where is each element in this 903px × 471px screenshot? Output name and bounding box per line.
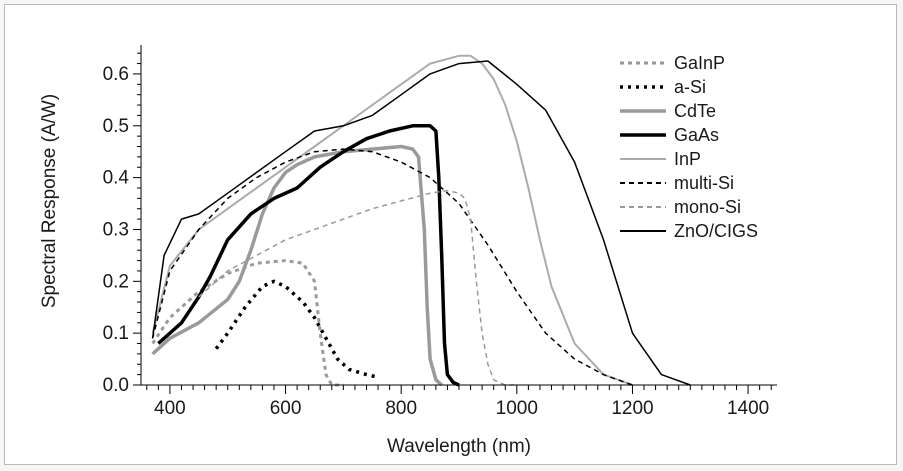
y-tick-label: 0.3 [103, 219, 129, 240]
legend-label: mono-Si [674, 197, 741, 217]
x-axis-title: Wavelength (nm) [387, 436, 531, 457]
legend-label: InP [674, 149, 701, 169]
x-tick-label: 1000 [496, 398, 538, 419]
spectral-response-chart: 0.0 0.1 0.2 0.3 0.4 0.5 0.6 400 600 800 1000 1200 14… [39, 45, 777, 457]
legend-label: CdTe [674, 101, 716, 121]
axes: 0.0 0.1 0.2 0.3 0.4 0.5 0.6 400 600 800 1000 1200 14… [103, 45, 777, 419]
y-tick-label: 0.5 [103, 116, 129, 137]
legend-label: multi-Si [674, 173, 734, 193]
y-tick-label: 0.6 [103, 64, 129, 85]
series-line-inp [151, 54, 633, 386]
x-tick-label: 600 [270, 398, 302, 419]
y-tick-label: 0.0 [103, 375, 129, 396]
chart-frame: 0.0 0.1 0.2 0.3 0.4 0.5 0.6 400 600 800 1000 1200 14… [4, 4, 897, 465]
x-tick-label: 1200 [611, 398, 653, 419]
y-tick-label: 0.1 [103, 323, 129, 344]
legend: GaInP a-Si CdTe GaAs InP multi-Si mono-Si ZnO/C… [620, 53, 758, 241]
series-line-zno-cigs [151, 60, 691, 386]
legend-label: GaAs [674, 125, 719, 145]
x-tick-label: 800 [385, 398, 417, 419]
y-tick-label: 0.2 [103, 271, 129, 292]
legend-label: a-Si [674, 77, 706, 97]
legend-label: GaInP [674, 53, 725, 73]
series-line-multi-si [151, 148, 633, 386]
series-line-a-si [214, 279, 379, 379]
x-tick-label: 1400 [727, 398, 769, 419]
series-line-cdte [151, 144, 443, 387]
series-line-mono-si [198, 189, 517, 386]
plot-curves [151, 54, 691, 387]
y-axis-title: Spectral Response (A/W) [39, 94, 60, 308]
y-tick-label: 0.4 [103, 168, 130, 189]
legend-label: ZnO/CIGS [674, 221, 758, 241]
x-tick-label: 400 [154, 398, 186, 419]
series-line-gaas [157, 124, 460, 387]
series-line-gainp [151, 259, 344, 387]
